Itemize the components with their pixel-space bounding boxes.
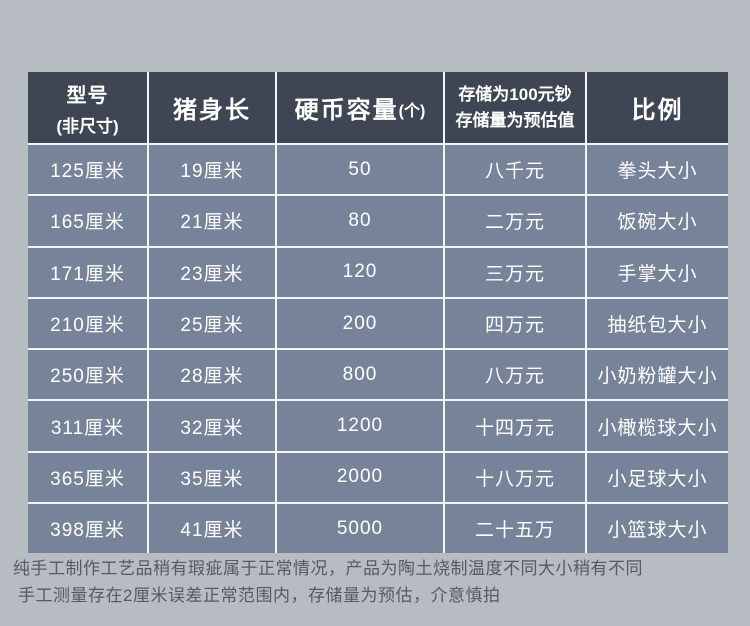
cell-length: 35厘米 — [149, 452, 275, 503]
cell-ratio: 手掌大小 — [587, 247, 728, 297]
cell-capacity: 80 — [277, 196, 443, 246]
cell-storage: 八千元 — [445, 145, 585, 195]
cell-ratio: 小橄榄球大小 — [587, 401, 728, 451]
header-storage-line1: 存储为100元钞 — [458, 84, 572, 104]
cell-model: 171厘米 — [28, 247, 147, 297]
cell-ratio: 饭碗大小 — [587, 196, 728, 246]
cell-ratio: 小足球大小 — [587, 452, 728, 503]
cell-storage: 八万元 — [445, 350, 585, 400]
header-length-title: 猪身长 — [173, 97, 251, 124]
cell-storage: 二十五万 — [445, 504, 585, 554]
cell-capacity: 2000 — [277, 452, 443, 503]
cell-ratio: 小奶粉罐大小 — [587, 350, 728, 400]
cell-model: 398厘米 — [28, 504, 147, 554]
header-cell-capacity: 硬币容量 (个) — [277, 72, 443, 143]
cell-capacity: 120 — [277, 247, 443, 297]
cell-capacity: 200 — [277, 298, 443, 349]
spec-table: 型号 (非尺寸) 猪身长 硬币容量 (个) 存储为100元钞 存储量为预估值 比… — [28, 72, 728, 554]
cell-length: 41厘米 — [149, 504, 275, 554]
cell-storage: 十八万元 — [445, 452, 585, 503]
cell-model: 311厘米 — [28, 401, 147, 451]
cell-model: 210厘米 — [28, 298, 147, 349]
cell-ratio: 小篮球大小 — [587, 504, 728, 554]
header-cell-ratio: 比例 — [587, 72, 728, 143]
cell-ratio: 抽纸包大小 — [587, 298, 728, 349]
cell-capacity: 1200 — [277, 401, 443, 451]
cell-length: 32厘米 — [149, 401, 275, 451]
header-cell-storage: 存储为100元钞 存储量为预估值 — [445, 72, 585, 143]
cell-length: 28厘米 — [149, 350, 275, 400]
cell-length: 23厘米 — [149, 247, 275, 297]
cell-storage: 四万元 — [445, 298, 585, 349]
cell-length: 19厘米 — [149, 145, 275, 195]
footer-line-1: 纯手工制作工艺品稍有瑕疵属于正常情况，产品为陶土烧制温度不同大小稍有不同 — [13, 559, 643, 578]
cell-storage: 二万元 — [445, 196, 585, 246]
cell-model: 165厘米 — [28, 196, 147, 246]
header-cell-model: 型号 (非尺寸) — [28, 72, 147, 143]
footer-note: 纯手工制作工艺品稍有瑕疵属于正常情况，产品为陶土烧制温度不同大小稍有不同 手工测… — [13, 555, 643, 609]
cell-storage: 十四万元 — [445, 401, 585, 451]
cell-storage: 三万元 — [445, 247, 585, 297]
header-capacity-unit: (个) — [398, 103, 426, 120]
cell-length: 25厘米 — [149, 298, 275, 349]
header-storage-line2: 存储量为预估值 — [455, 110, 575, 130]
cell-model: 250厘米 — [28, 350, 147, 400]
cell-length: 21厘米 — [149, 196, 275, 246]
cell-capacity: 50 — [277, 145, 443, 195]
header-cell-length: 猪身长 — [149, 72, 275, 143]
footer-line-2: 手工测量存在2厘米误差正常范围内，存储量为预估，介意慎拍 — [18, 586, 501, 605]
header-capacity-title: 硬币容量 — [294, 97, 399, 124]
header-model-title: 型号 — [66, 84, 109, 107]
cell-ratio: 拳头大小 — [587, 145, 728, 195]
cell-model: 125厘米 — [28, 145, 147, 195]
cell-model: 365厘米 — [28, 452, 147, 503]
header-ratio-title: 比例 — [631, 97, 684, 124]
cell-capacity: 800 — [277, 350, 443, 400]
cell-capacity: 5000 — [277, 504, 443, 554]
header-model-subtitle: (非尺寸) — [56, 116, 119, 136]
